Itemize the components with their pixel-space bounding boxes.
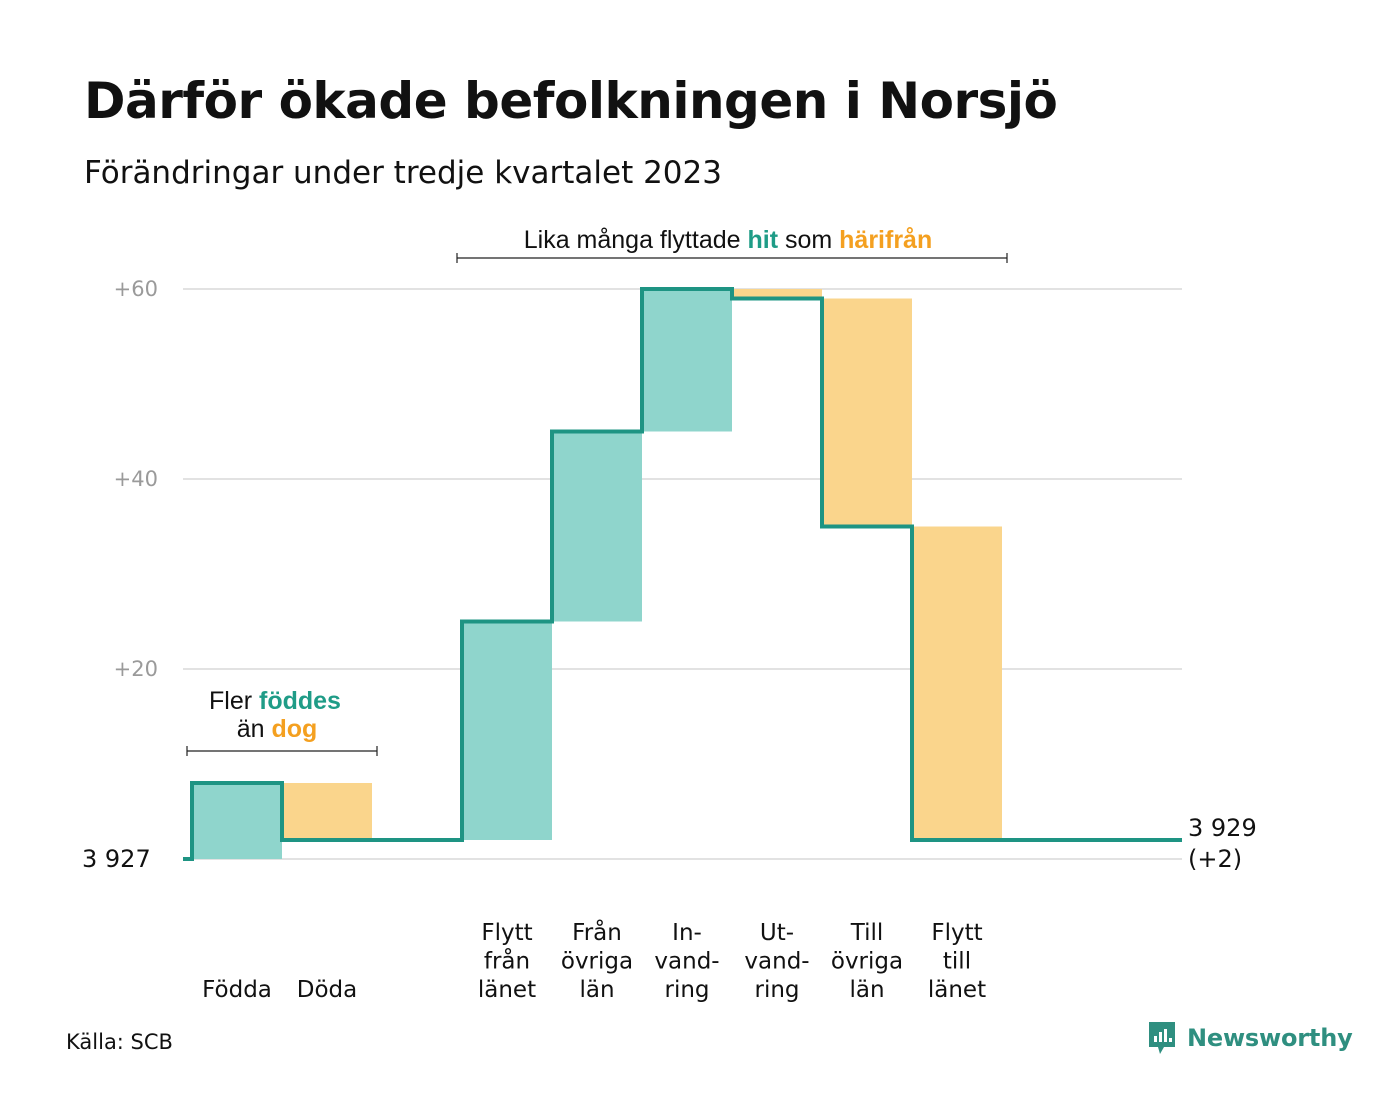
chart-title: Därför ökade befolkningen i Norsjö xyxy=(84,72,1058,130)
category-label: In- xyxy=(672,920,702,946)
waterfall-bar xyxy=(462,621,552,840)
category-label: Ut- xyxy=(760,920,794,946)
category-label: från xyxy=(484,947,530,975)
category-label: län xyxy=(849,977,884,1003)
annotation-bracket xyxy=(456,253,1008,263)
category-label: till xyxy=(943,949,971,975)
waterfall-bar xyxy=(552,431,642,622)
annotation-segment: föddes xyxy=(259,687,341,715)
annotation-text: än dog xyxy=(237,715,318,743)
annotation-segment: som xyxy=(778,226,839,254)
annotation-text: Lika många flyttade hit som härifrån xyxy=(524,226,933,254)
category-label: Döda xyxy=(297,977,357,1003)
newsworthy-logo-icon xyxy=(1149,1022,1175,1054)
category-label: län xyxy=(579,977,614,1003)
annotation-segment: dog xyxy=(271,715,317,743)
y-tick-label: +40 xyxy=(114,467,158,491)
waterfall-bar xyxy=(192,783,282,859)
y-tick-label: +20 xyxy=(114,657,158,681)
annotation-bracket xyxy=(186,746,378,756)
annotation-segment: Lika många flyttade xyxy=(524,226,748,254)
category-label: övriga xyxy=(561,949,633,975)
category-label: ring xyxy=(754,977,799,1003)
chart-subtitle: Förändringar under tredje kvartalet 2023 xyxy=(84,155,722,191)
y-tick-label: +60 xyxy=(114,277,158,301)
category-label: länet xyxy=(928,977,986,1003)
brand-logo[interactable]: Newsworthy xyxy=(1147,1020,1353,1056)
annotation-segment: härifrån xyxy=(839,226,932,254)
category-label: Flytt xyxy=(481,920,532,946)
category-label: ring xyxy=(664,977,709,1003)
waterfall-bar xyxy=(732,289,822,299)
annotation-text: Fler föddes xyxy=(209,687,341,715)
source-note: Källa: SCB xyxy=(66,1030,173,1054)
category-label: länet xyxy=(478,977,536,1003)
category-label: Flytt xyxy=(931,920,982,946)
waterfall-bar xyxy=(912,526,1002,840)
annotation-segment: hit xyxy=(747,226,778,254)
waterfall-bar xyxy=(642,289,732,432)
end-value-label: (+2) xyxy=(1188,845,1242,873)
category-label: vand- xyxy=(744,949,809,975)
end-value-label: 3 929 xyxy=(1188,814,1257,842)
category-label: Födda xyxy=(202,977,272,1003)
category-label: Från xyxy=(572,918,622,946)
category-label: övriga xyxy=(831,949,903,975)
start-value-label: 3 927 xyxy=(82,845,151,873)
brand-name: Newsworthy xyxy=(1187,1024,1353,1052)
waterfall-bar xyxy=(282,783,372,840)
category-label: vand- xyxy=(654,949,719,975)
category-label: Till xyxy=(850,920,884,946)
annotation-segment: Fler xyxy=(209,687,259,715)
annotation-segment: än xyxy=(237,715,272,743)
cumulative-step-line xyxy=(183,287,1182,861)
waterfall-bar xyxy=(822,298,912,527)
